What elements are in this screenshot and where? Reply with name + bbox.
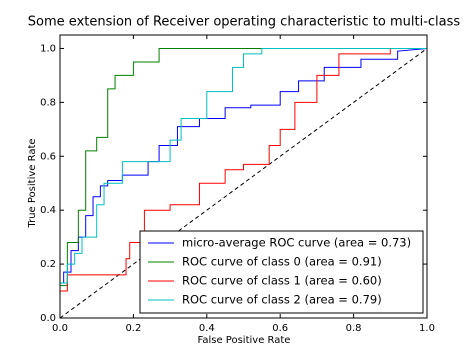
roc-curve bbox=[60, 47, 427, 292]
y-tick-label: 0.4 bbox=[40, 205, 56, 216]
x-tick-label: 0.4 bbox=[199, 323, 215, 334]
y-tick-label: 0.2 bbox=[40, 259, 56, 270]
x-tick-label: 0.2 bbox=[125, 323, 141, 334]
x-axis-label: False Positive Rate bbox=[198, 335, 291, 346]
legend-label: ROC curve of class 2 (area = 0.79) bbox=[182, 293, 382, 307]
x-tick-label: 0.8 bbox=[346, 323, 362, 334]
roc-curve bbox=[60, 47, 427, 287]
y-tick-label: 0.6 bbox=[40, 151, 56, 162]
x-tick-label: 0.6 bbox=[272, 323, 288, 334]
chance-line bbox=[59, 48, 428, 319]
y-tick-label: 1.0 bbox=[40, 43, 56, 54]
legend-box bbox=[139, 230, 424, 314]
chart-title: Some extension of Receiver operating cha… bbox=[28, 15, 461, 30]
legend-label: ROC curve of class 0 (area = 0.91) bbox=[182, 255, 382, 269]
y-tick-label: 0.0 bbox=[40, 313, 56, 324]
y-axis-label: True Positive Rate bbox=[27, 138, 38, 228]
plot-frame bbox=[59, 34, 428, 319]
x-tick-label: 0.0 bbox=[52, 323, 68, 334]
y-tick-label: 0.8 bbox=[40, 97, 56, 108]
x-tick-label: 1.0 bbox=[419, 323, 435, 334]
legend-label: micro-average ROC curve (area = 0.73) bbox=[182, 236, 411, 250]
roc-curve bbox=[60, 47, 427, 284]
legend-label: ROC curve of class 1 (area = 0.60) bbox=[182, 274, 382, 288]
